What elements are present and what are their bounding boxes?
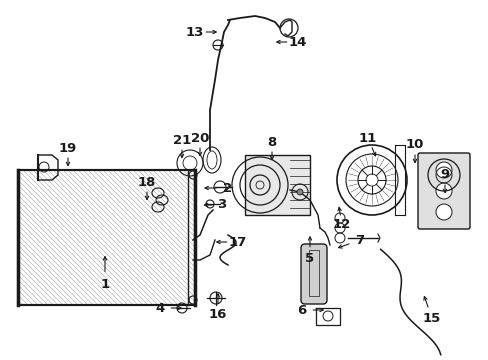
Text: 15: 15 bbox=[422, 311, 440, 324]
Text: 21: 21 bbox=[173, 134, 191, 147]
Text: 8: 8 bbox=[267, 135, 276, 148]
Bar bbox=[18, 170, 195, 305]
Text: 5: 5 bbox=[305, 252, 314, 265]
Text: 16: 16 bbox=[208, 309, 227, 321]
Circle shape bbox=[435, 204, 451, 220]
Text: 17: 17 bbox=[228, 235, 246, 248]
Text: 2: 2 bbox=[223, 181, 232, 194]
Bar bbox=[244, 155, 309, 215]
Text: 9: 9 bbox=[440, 168, 448, 181]
Text: 7: 7 bbox=[355, 234, 364, 247]
Text: 20: 20 bbox=[190, 131, 209, 144]
Bar bbox=[308, 250, 318, 296]
Text: 6: 6 bbox=[297, 303, 306, 316]
Circle shape bbox=[435, 162, 451, 178]
Text: 14: 14 bbox=[288, 36, 306, 49]
Text: 1: 1 bbox=[100, 279, 109, 292]
FancyBboxPatch shape bbox=[417, 153, 469, 229]
Text: 10: 10 bbox=[405, 139, 423, 152]
FancyBboxPatch shape bbox=[301, 244, 326, 304]
Circle shape bbox=[435, 183, 451, 199]
Text: 3: 3 bbox=[217, 198, 226, 211]
Circle shape bbox=[296, 189, 303, 195]
Text: 11: 11 bbox=[358, 131, 376, 144]
Text: 13: 13 bbox=[185, 26, 204, 39]
Text: 4: 4 bbox=[155, 302, 164, 315]
Text: 12: 12 bbox=[332, 219, 350, 231]
Text: 19: 19 bbox=[59, 141, 77, 154]
Text: 18: 18 bbox=[138, 175, 156, 189]
